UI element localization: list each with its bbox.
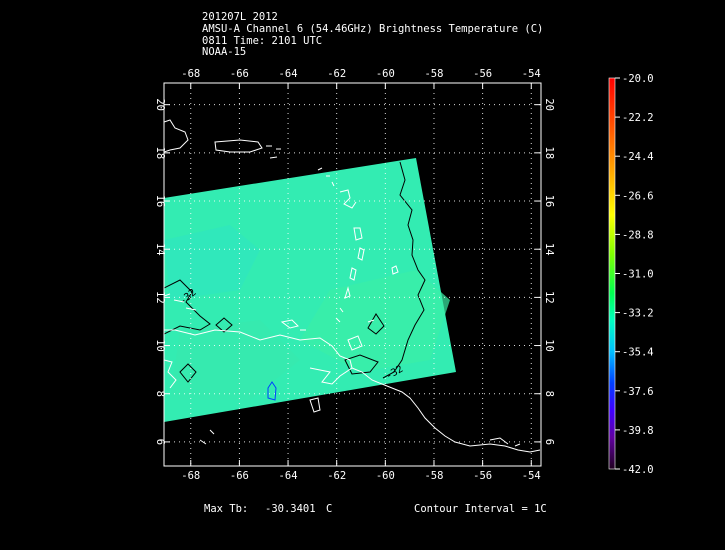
coastline-venezuela [164, 329, 353, 385]
lat-label-left: 18 [154, 147, 166, 160]
coastline-shoal [199, 397, 321, 445]
colorbar-label: -20.0 [622, 73, 654, 85]
swath-patch [300, 270, 450, 372]
max-tb-unit: C [326, 503, 333, 515]
lat-label-right: 8 [543, 391, 555, 397]
contour-layer [164, 161, 426, 401]
coastline-puerto-rico [214, 139, 263, 153]
contour-line [267, 381, 277, 401]
coastline-guadeloupe [339, 189, 357, 209]
colorbar [608, 77, 616, 470]
colorbar-label: -26.6 [622, 190, 654, 202]
colorbar-label: -22.2 [622, 112, 654, 124]
header-line-3: 0811 Time: 2101 UTC [202, 35, 323, 47]
lon-label-bottom: -68 [181, 470, 200, 482]
coastline-anguilla [317, 167, 335, 187]
colorbar-label: -24.4 [622, 151, 654, 163]
coastline-tobago [367, 319, 375, 323]
lon-label-top: -58 [424, 68, 443, 80]
colorbar-label: -35.4 [622, 347, 654, 359]
max-tb-value: -30.3401 [265, 503, 316, 515]
lat-label-left: 20 [154, 98, 166, 111]
lon-label-bottom: -64 [279, 470, 298, 482]
coastline-orinoco [164, 359, 177, 389]
lon-label-top: -62 [327, 68, 346, 80]
lat-label-right: 6 [543, 439, 555, 445]
coastline-layer [164, 119, 541, 453]
contour-line [215, 317, 233, 333]
contour-interval: Contour Interval = 1C [414, 503, 547, 515]
coastline-guyana [351, 367, 541, 453]
lon-label-top: -60 [376, 68, 395, 80]
coastline-barbados [391, 265, 399, 275]
colorbar-ticks: -20.0 -22.2 -24.4 -26.6 -28.8 -31.0 -33.2 -35.4… [615, 73, 654, 476]
colorbar-label: -42.0 [622, 464, 654, 476]
lon-label-top: -68 [181, 68, 200, 80]
contour-line [179, 363, 197, 383]
lat-label-left: 12 [154, 291, 166, 304]
coastline-st-lucia [349, 267, 357, 281]
contour-line [382, 161, 426, 379]
coastline-dominica [353, 227, 363, 241]
lat-label-right: 14 [543, 243, 555, 256]
lon-label-top: -64 [279, 68, 298, 80]
lon-label-top: -54 [522, 68, 541, 80]
lat-label-right: 16 [543, 195, 555, 208]
contour-line [344, 354, 379, 375]
lon-label-top: -56 [473, 68, 492, 80]
lon-label-bottom: -60 [376, 470, 395, 482]
swath-patch [164, 225, 260, 300]
contour-line [164, 279, 211, 335]
lon-label-bottom: -54 [522, 470, 541, 482]
lon-label-bottom: -58 [424, 470, 443, 482]
colorbar-label: -28.8 [622, 229, 654, 241]
coastline-trinidad [347, 335, 363, 351]
lat-label-left: 8 [154, 391, 166, 397]
coastline-st-vincent [344, 286, 351, 299]
coastline-martinique [357, 247, 365, 261]
lat-label-left: 6 [154, 439, 166, 445]
coastline-hispaniola [164, 119, 189, 153]
header-line-4: NOAA-15 [202, 46, 247, 58]
lat-label-right: 10 [543, 339, 555, 352]
lat-label-left: 16 [154, 195, 166, 208]
colorbar-label: -31.0 [622, 269, 654, 281]
lon-label-bottom: -62 [327, 470, 346, 482]
header-line-1: 201207L 2012 [202, 11, 278, 23]
map-ticks [164, 83, 541, 466]
swath-patch [170, 320, 300, 400]
lat-label-right: 20 [543, 98, 555, 111]
lat-label-right: 18 [543, 147, 555, 160]
map-tick-labels: -68 -68 -66 -66 -64 -64 -62 -62 -60 -60 -58 -58 -56 -… [154, 68, 555, 482]
lon-label-top: -66 [230, 68, 249, 80]
contour-line [367, 313, 385, 335]
colorbar-label: -33.2 [622, 308, 654, 320]
coastline-margarita [280, 319, 306, 331]
coastline-suriname [489, 437, 521, 447]
swath-layer [164, 158, 456, 422]
lat-label-left: 10 [154, 339, 166, 352]
coastline-virgin-islands [266, 145, 281, 159]
colorbar-label: -39.8 [622, 425, 654, 437]
header-line-2: AMSU-A Channel 6 (54.46GHz) Brightness T… [202, 23, 544, 35]
lon-label-bottom: -56 [473, 470, 492, 482]
lat-label-right: 12 [543, 291, 555, 304]
lon-label-bottom: -66 [230, 470, 249, 482]
lat-label-left: 14 [154, 243, 166, 256]
colorbar-label: -37.6 [622, 386, 654, 398]
max-tb-label: Max Tb: [204, 503, 249, 515]
map-frame [163, 82, 542, 467]
